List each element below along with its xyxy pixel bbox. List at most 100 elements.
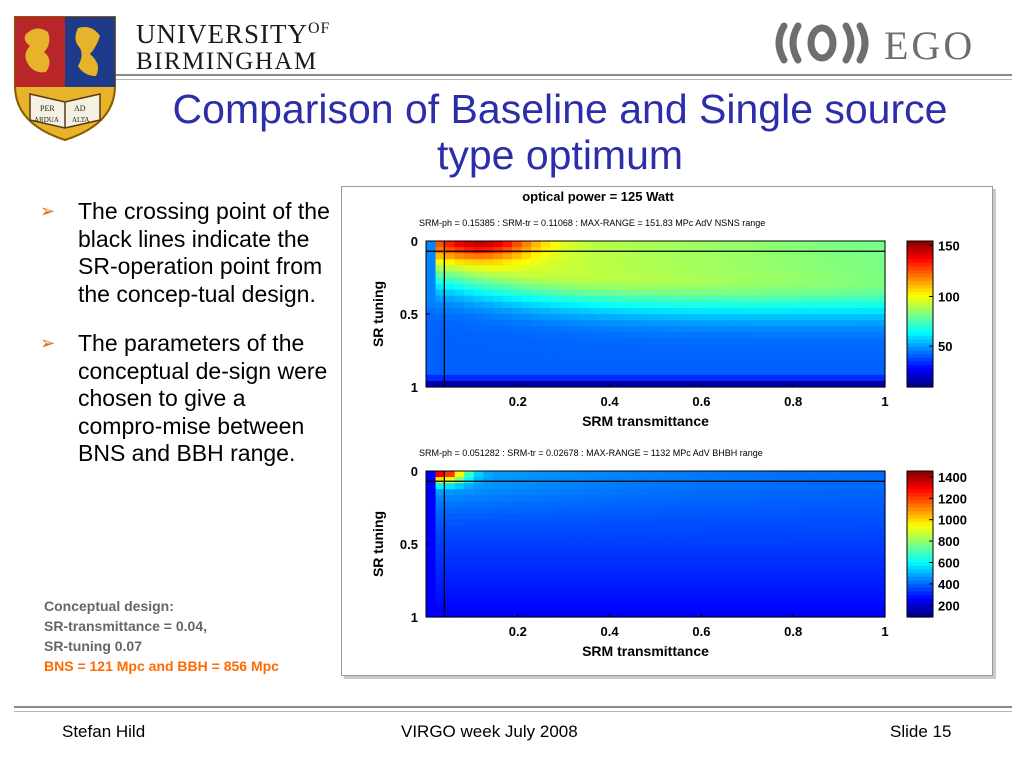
heatmap-cell (760, 507, 771, 515)
heatmap-cell (827, 574, 838, 582)
heatmap-cell (684, 550, 695, 557)
heatmap-cell (865, 289, 877, 297)
heatmap-cell (732, 259, 743, 266)
heatmap-cell (722, 495, 733, 503)
heatmap-cell (445, 271, 456, 279)
heatmap-cell (579, 283, 590, 291)
heatmap-cell (531, 301, 542, 309)
heatmap-cell (473, 356, 484, 364)
heatmap-cell (693, 301, 704, 309)
heatmap-cell (569, 525, 580, 533)
heatmap-cell (779, 314, 790, 321)
heatmap-cell (607, 253, 618, 260)
heatmap-cell (722, 271, 733, 279)
heatmap-cell (531, 568, 542, 576)
heatmap-cell (540, 374, 551, 382)
heatmap-cell (865, 501, 877, 509)
heatmap-cell (846, 259, 857, 266)
heatmap-cell (818, 531, 829, 539)
heatmap-cell (464, 507, 475, 515)
heatmap-cell (569, 314, 580, 321)
heatmap-cell (645, 537, 657, 545)
heatmap-cell (464, 586, 475, 594)
heatmap-cell (684, 501, 695, 509)
heatmap-cell (760, 477, 771, 484)
heatmap-cell (818, 568, 829, 576)
heatmap-cell (865, 374, 877, 382)
heatmap-cell (846, 350, 857, 358)
heatmap-cell (521, 537, 532, 545)
colorbar-cell (907, 255, 933, 260)
heatmap-cell (531, 326, 542, 333)
heatmap-cell (502, 374, 513, 382)
heatmap-cell (789, 277, 800, 285)
heatmap-cell (435, 550, 446, 557)
colorbar-cell (907, 507, 933, 512)
colorbar-cell (907, 478, 933, 483)
heatmap-cell (435, 368, 446, 376)
heatmap-cell (626, 320, 637, 327)
heatmap-cell (837, 338, 848, 346)
heatmap-cell (808, 544, 819, 551)
heatmap-cell (655, 265, 666, 273)
heatmap-cell (502, 344, 513, 352)
colorbar-cell (907, 529, 933, 534)
heatmap-cell (521, 368, 532, 376)
heatmap-cell (808, 374, 819, 382)
heatmap-cell (875, 271, 886, 279)
heatmap-cell (550, 326, 561, 333)
heatmap-cell (655, 380, 666, 388)
heatmap-cell (473, 265, 484, 273)
heatmap-cell (607, 580, 618, 588)
heatmap-cell (626, 568, 637, 576)
heatmap-cell (426, 471, 437, 478)
heatmap-cell (865, 604, 877, 612)
heatmap-cell (569, 531, 580, 539)
heatmap-cell (502, 277, 513, 285)
heatmap-cell (598, 580, 609, 588)
heatmap-cell (483, 271, 494, 279)
heatmap-cell (808, 344, 819, 352)
heatmap-cell (808, 531, 819, 539)
heatmap-cell (684, 574, 695, 582)
heatmap-cell (732, 374, 743, 382)
heatmap-cell (665, 314, 676, 321)
heatmap-cell (598, 568, 609, 576)
heatmap-cell (798, 247, 810, 254)
heatmap-cell (559, 562, 571, 569)
heatmap-cell (569, 295, 580, 303)
heatmap-cell (540, 604, 551, 612)
heatmap-cell (492, 241, 504, 248)
heatmap-cell (703, 519, 714, 527)
heatmap-cell (454, 362, 465, 370)
heatmap-cell (798, 380, 810, 388)
heatmap-cell (588, 380, 599, 388)
heatmap-cell (626, 537, 637, 545)
heatmap-cell (712, 556, 724, 563)
heatmap-cell (569, 550, 580, 557)
heatmap-cell (827, 374, 838, 382)
heatmap-cell (626, 295, 637, 303)
heatmap-cell (770, 271, 781, 279)
heatmap-cell (665, 604, 676, 612)
heatmap-cell (445, 344, 456, 352)
heatmap-cell (760, 610, 771, 618)
heatmap-cell (445, 241, 456, 248)
heatmap-cell (837, 380, 848, 388)
heatmap-cell (550, 562, 561, 569)
heatmap-cell (684, 301, 695, 309)
heatmap-cell (837, 259, 848, 266)
heatmap-cell (808, 580, 819, 588)
heatmap-cell (502, 513, 513, 521)
heatmap-cell (684, 241, 695, 248)
heatmap-cell (598, 271, 609, 279)
heatmap-cell (703, 556, 714, 563)
heatmap-cell (789, 320, 800, 327)
heatmap-cell (703, 598, 714, 606)
heatmap-cell (655, 556, 666, 563)
heatmap-cell (865, 368, 877, 376)
heatmap-cell (741, 519, 752, 527)
heatmap-cell (636, 247, 647, 254)
heatmap-cell (512, 544, 523, 551)
heatmap-cell (454, 259, 465, 266)
